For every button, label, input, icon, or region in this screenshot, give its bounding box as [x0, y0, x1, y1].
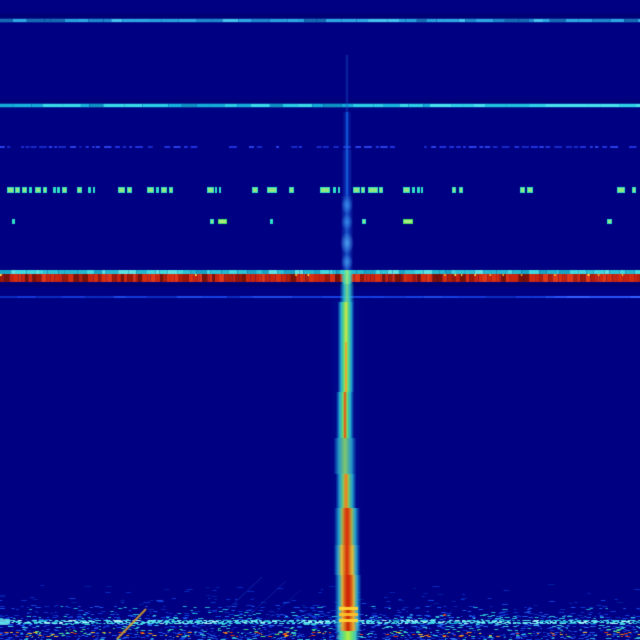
spectrogram-canvas: [0, 0, 640, 640]
spectrogram: [0, 0, 640, 640]
